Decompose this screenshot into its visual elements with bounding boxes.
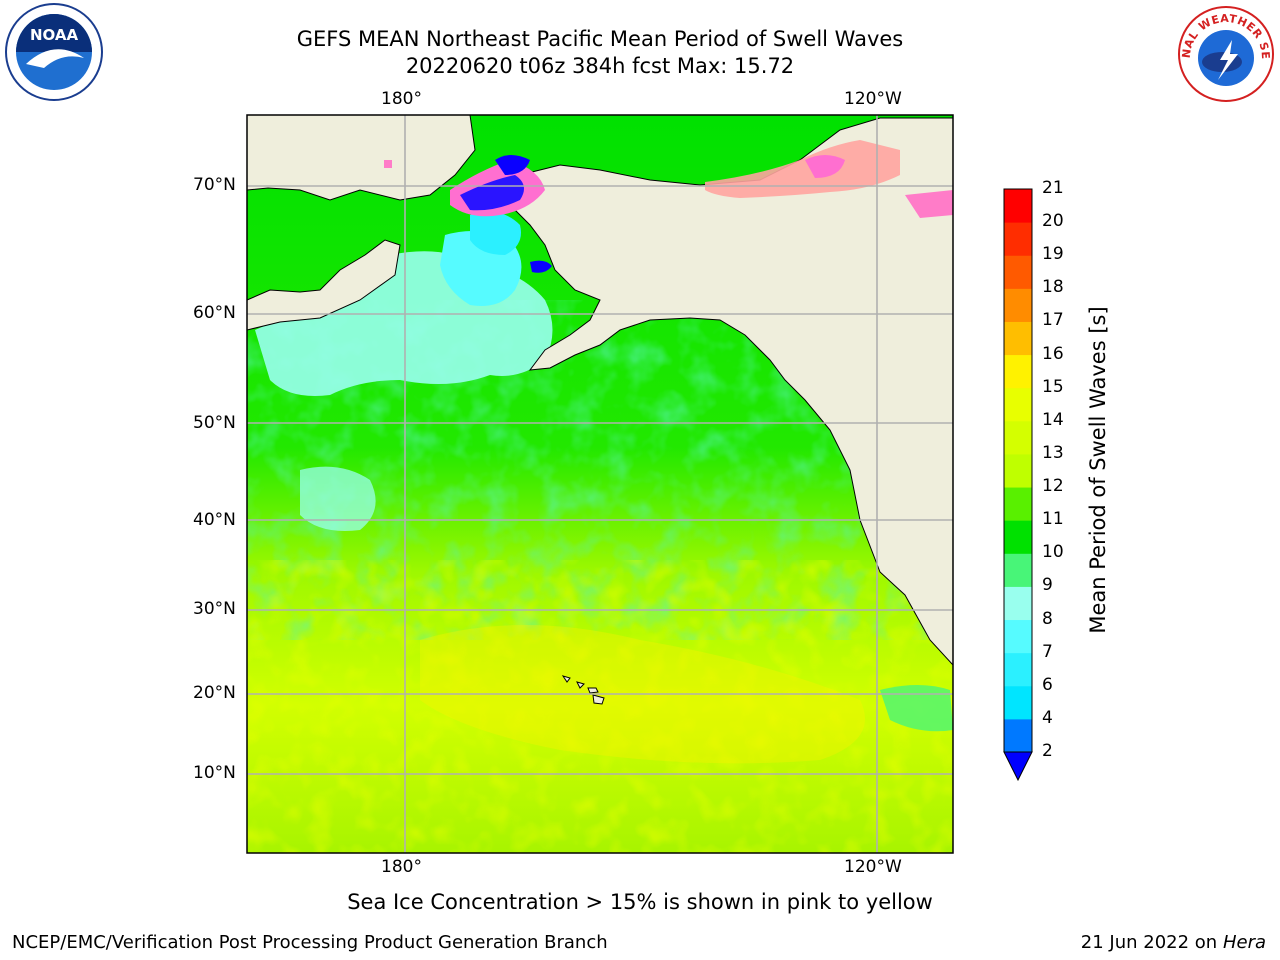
land-hawaii-kauai: [561, 675, 571, 683]
colorbar-tick-label: 9: [1042, 575, 1053, 596]
lon-label-bottom-180: 180°: [381, 857, 422, 877]
sea-ice-beaufort: [705, 140, 900, 198]
land-hawaii-oahu: [576, 681, 585, 689]
colorbar-swatch: [1004, 652, 1032, 687]
lat-label-20n: 20°N: [193, 683, 236, 703]
colorbar-swatch: [1004, 420, 1032, 455]
colorbar-swatches: [1003, 189, 1033, 782]
colorbar-tick-label: 11: [1042, 509, 1064, 530]
colorbar-tick-label: 19: [1042, 244, 1064, 265]
period-6-7-region: [470, 211, 521, 255]
colorbar-tick-label: 12: [1042, 476, 1064, 497]
colorbar-swatch: [1004, 453, 1032, 488]
land-hawaii-big-island: [592, 694, 605, 705]
period-2-chukchi-north: [495, 155, 530, 175]
sea-ice-note: Sea Ice Concentration > 15% is shown in …: [347, 890, 933, 914]
land-hawaii-maui: [587, 687, 599, 694]
colorbar-tick-label: 13: [1042, 442, 1064, 463]
lat-label-10n: 10°N: [193, 763, 236, 783]
lat-label-60n: 60°N: [193, 303, 236, 323]
colorbar-frame: [1003, 188, 1033, 753]
colorbar-swatch: [1004, 487, 1032, 521]
map-frame: [246, 114, 954, 854]
lat-label-40n: 40°N: [193, 510, 236, 530]
lat-label-30n: 30°N: [193, 599, 236, 619]
colorbar-tick-label: 7: [1042, 641, 1053, 662]
footer-date: 21 Jun 2022 on Hera: [1081, 932, 1266, 953]
nws-logo: NATIONAL WEATHER SERVICE: [1171, 0, 1276, 104]
nws-logo-icon: NATIONAL WEATHER SERVICE: [1171, 0, 1274, 102]
colorbar-tick-label: 17: [1042, 310, 1064, 331]
colorbar-tick-label: 20: [1042, 211, 1064, 232]
lon-label-bottom-120w: 120°W: [844, 857, 902, 877]
noaa-logo: NOAA: [4, 2, 104, 102]
sea-ice-beaufort-core: [805, 155, 845, 178]
colorbar-swatch: [1004, 321, 1032, 356]
land-kamchatka: [247, 239, 401, 331]
colorbar-swatch: [1004, 685, 1032, 720]
colorbar-swatch: [1004, 553, 1032, 587]
colorbar-swatch: [1004, 387, 1032, 422]
period-10-patch-east: [880, 685, 953, 732]
colorbar-swatch: [1004, 222, 1032, 256]
colorbar-tick-label: 4: [1042, 707, 1053, 728]
footer-producer: NCEP/EMC/Verification Post Processing Pr…: [12, 932, 608, 953]
chart-title: GEFS MEAN Northeast Pacific Mean Period …: [296, 27, 904, 51]
noaa-logo-text: NOAA: [30, 26, 79, 44]
colorbar-tick-label: 10: [1042, 542, 1064, 563]
land-north-america: [509, 117, 953, 666]
colorbar-swatch: [1004, 586, 1032, 621]
colorbar-tick-label: 6: [1042, 674, 1053, 695]
period-2-norton-sound: [530, 260, 552, 273]
colorbar-swatch: [1004, 288, 1032, 322]
lon-label-top-180: 180°: [381, 89, 422, 109]
colorbar-title: Mean Period of Swell Waves [s]: [1086, 306, 1110, 634]
colorbar-swatch: [1004, 619, 1032, 654]
colorbar-under-arrow: [1003, 751, 1033, 782]
period-9-patch-west: [300, 466, 376, 531]
chart-subtitle: 20220620 t06z 384h fcst Max: 15.72: [405, 54, 795, 78]
colorbar-swatch: [1004, 520, 1032, 554]
footer-date-text: 21 Jun 2022 on: [1080, 932, 1218, 953]
lat-label-50n: 50°N: [193, 413, 236, 433]
colorbar-tick-label: 18: [1042, 277, 1064, 298]
colorbar-tick-label: 21: [1042, 178, 1064, 198]
footer-machine: Hera: [1222, 932, 1266, 953]
lat-label-70n: 70°N: [193, 175, 236, 195]
sea-ice-canada: [905, 190, 953, 218]
colorbar-swatch: [1004, 354, 1032, 389]
colorbar-tick-label: 16: [1042, 343, 1064, 364]
colorbar-swatch: [1004, 718, 1032, 753]
sea-ice-wrangel: [384, 160, 392, 168]
graticule: [247, 115, 953, 853]
period-2-chukchi: [460, 175, 524, 211]
land-chukotka: [247, 115, 476, 201]
colorbar: [1003, 188, 1033, 782]
noaa-logo-icon: NOAA: [5, 3, 103, 101]
colorbar-tick-label: 2: [1042, 741, 1053, 761]
swell-texture-south: [247, 560, 953, 853]
colorbar-tick-label: 15: [1042, 376, 1064, 397]
lon-label-top-120w: 120°W: [844, 89, 902, 109]
colorbar-swatch: [1004, 255, 1032, 289]
colorbar-swatch: [1004, 189, 1032, 223]
colorbar-tick-label: 14: [1042, 409, 1064, 430]
colorbar-tick-label: 8: [1042, 608, 1053, 629]
